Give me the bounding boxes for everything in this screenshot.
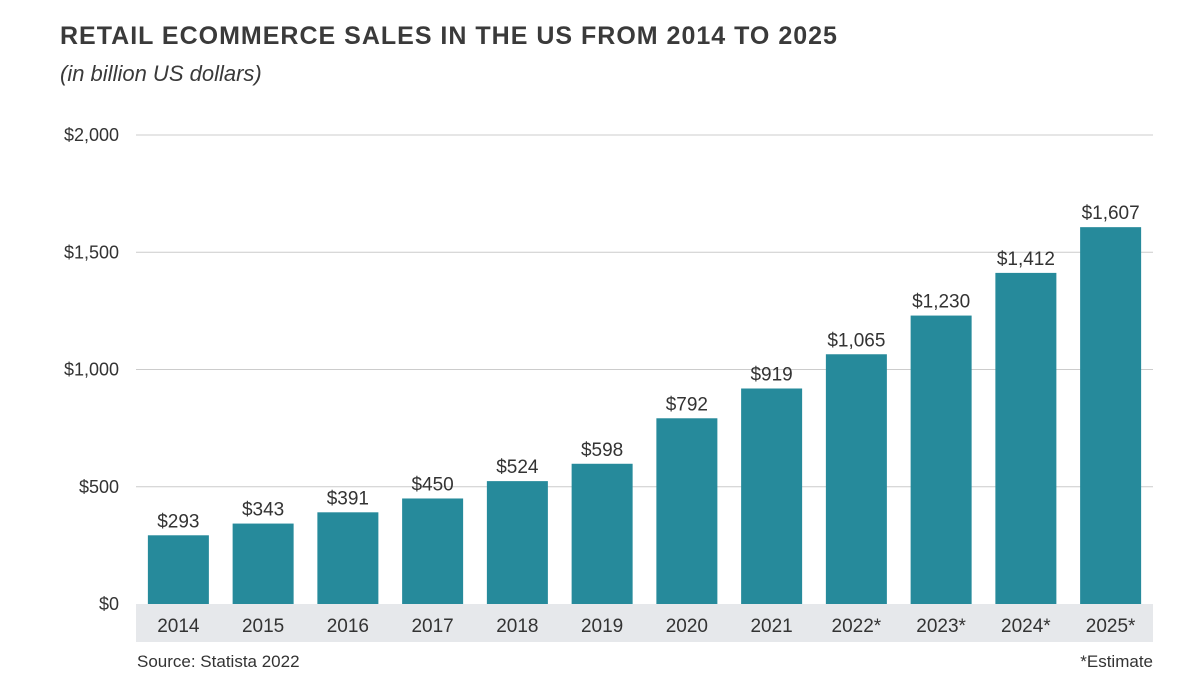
x-tick-label: 2018 <box>496 616 538 637</box>
y-tick-label: $1,000 <box>64 360 119 380</box>
bar <box>232 523 294 604</box>
data-label: $1,065 <box>827 330 885 351</box>
data-label: $1,230 <box>912 292 970 313</box>
data-label: $524 <box>496 457 539 478</box>
source-note: Source: Statista 2022 <box>137 652 300 671</box>
data-label: $1,412 <box>997 249 1055 270</box>
chart-subtitle: (in billion US dollars) <box>60 61 262 86</box>
bar <box>910 315 972 604</box>
data-label: $343 <box>242 500 284 521</box>
x-tick-label: 2022* <box>832 616 882 637</box>
data-label: $598 <box>581 440 623 461</box>
bar <box>317 512 379 604</box>
data-label: $1,607 <box>1082 203 1140 224</box>
x-axis-band <box>136 604 1153 642</box>
x-tick-label: 2024* <box>1001 616 1051 637</box>
data-label: $792 <box>666 394 708 415</box>
estimate-note: *Estimate <box>1080 652 1153 671</box>
x-tick-label: 2021 <box>750 616 792 637</box>
bar <box>571 463 633 604</box>
x-tick-label: 2025* <box>1086 616 1136 637</box>
bar <box>741 388 803 604</box>
data-label: $450 <box>411 474 453 495</box>
data-label: $919 <box>750 364 792 385</box>
x-tick-label: 2014 <box>157 616 200 637</box>
chart-title: RETAIL ECOMMERCE SALES IN THE US FROM 20… <box>60 22 838 50</box>
bar <box>402 498 464 604</box>
x-tick-label: 2019 <box>581 616 623 637</box>
x-tick-label: 2017 <box>411 616 453 637</box>
bar <box>656 418 718 604</box>
y-tick-label: $2,000 <box>64 125 119 145</box>
bar <box>995 272 1057 604</box>
x-tick-label: 2023* <box>916 616 966 637</box>
data-label: $391 <box>327 488 369 509</box>
y-tick-label: $1,500 <box>64 242 119 262</box>
y-tick-label: $500 <box>79 477 119 497</box>
bar <box>825 354 887 604</box>
y-tick-label: $0 <box>99 594 119 614</box>
data-label: $293 <box>157 511 199 532</box>
bar <box>1080 227 1142 604</box>
bar <box>147 535 209 604</box>
x-tick-label: 2015 <box>242 616 284 637</box>
x-tick-label: 2020 <box>666 616 708 637</box>
bar <box>486 481 548 604</box>
x-tick-label: 2016 <box>327 616 369 637</box>
